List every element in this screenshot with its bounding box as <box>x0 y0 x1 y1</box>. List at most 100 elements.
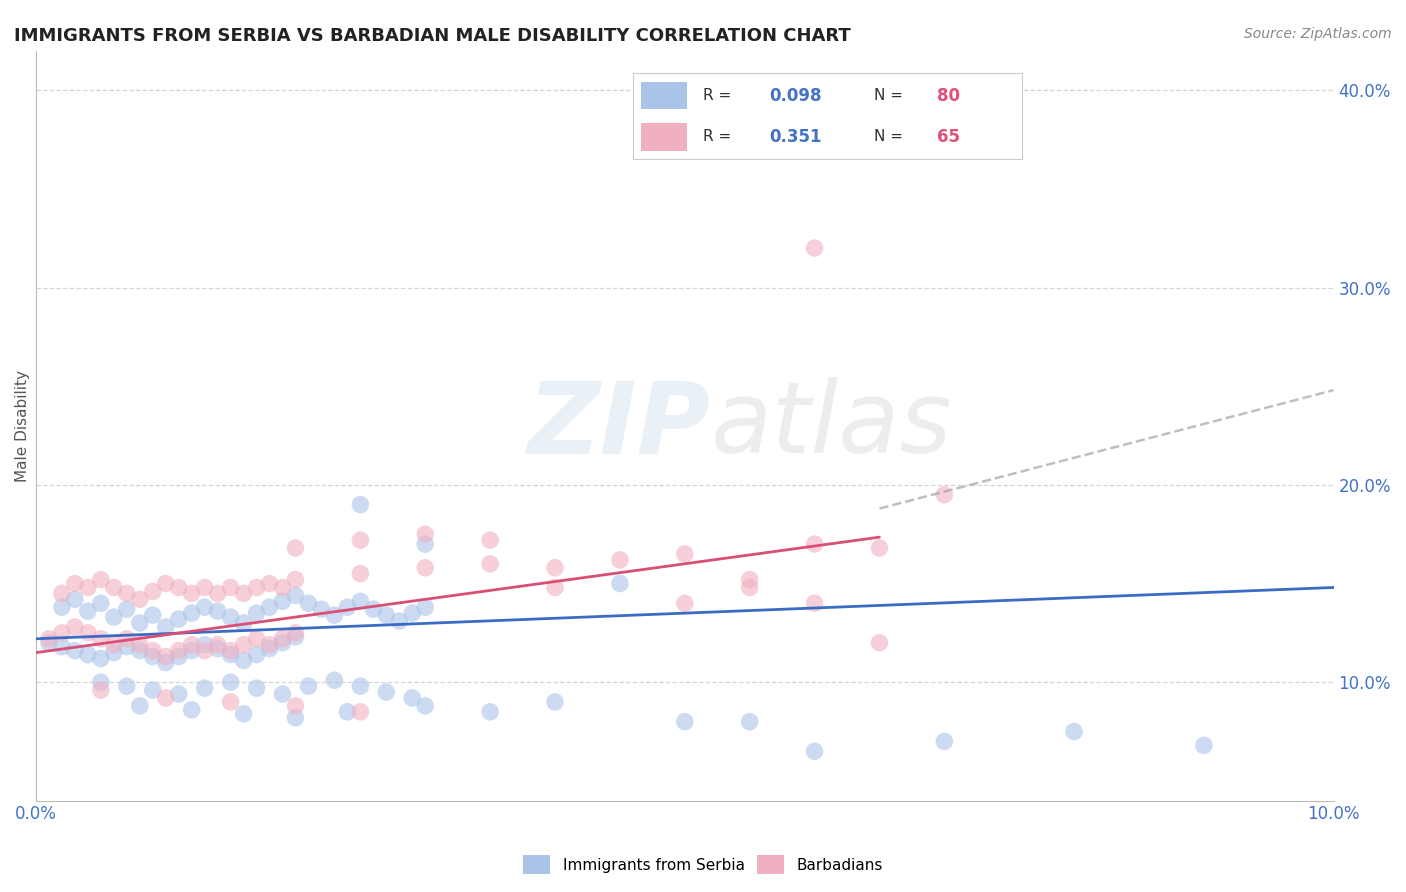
Point <box>363 602 385 616</box>
Point <box>413 527 436 541</box>
Point <box>349 533 371 548</box>
Point <box>259 576 281 591</box>
Point <box>194 600 217 615</box>
Point <box>259 600 281 615</box>
Point <box>155 691 177 706</box>
Point <box>90 675 112 690</box>
Point <box>103 646 125 660</box>
Point <box>115 586 138 600</box>
Point <box>63 592 86 607</box>
Point <box>479 533 502 548</box>
Point <box>167 643 190 657</box>
Point <box>284 541 307 555</box>
Point <box>375 685 398 699</box>
Point <box>375 608 398 623</box>
Point <box>51 586 73 600</box>
Point <box>245 606 267 620</box>
Point <box>245 632 267 646</box>
Point <box>90 596 112 610</box>
Text: IMMIGRANTS FROM SERBIA VS BARBADIAN MALE DISABILITY CORRELATION CHART: IMMIGRANTS FROM SERBIA VS BARBADIAN MALE… <box>14 27 851 45</box>
Legend: Immigrants from Serbia, Barbadians: Immigrants from Serbia, Barbadians <box>517 849 889 880</box>
Point <box>284 588 307 602</box>
Point <box>311 602 333 616</box>
Point <box>167 687 190 701</box>
Point <box>232 615 254 630</box>
Point <box>413 560 436 574</box>
Point <box>76 648 98 662</box>
Point <box>544 695 567 709</box>
Point <box>297 596 319 610</box>
Point <box>219 643 242 657</box>
Point <box>609 553 631 567</box>
Point <box>934 734 956 748</box>
Point <box>142 649 165 664</box>
Point <box>207 641 229 656</box>
Point <box>115 602 138 616</box>
Point <box>155 656 177 670</box>
Point <box>90 632 112 646</box>
Point <box>271 687 294 701</box>
Point <box>803 241 825 255</box>
Point <box>115 640 138 654</box>
Point <box>868 541 890 555</box>
Point <box>673 547 696 561</box>
Point <box>128 615 150 630</box>
Point <box>219 610 242 624</box>
Point <box>155 649 177 664</box>
Point <box>673 596 696 610</box>
Point <box>336 600 359 615</box>
Point <box>388 614 411 628</box>
Point <box>401 606 423 620</box>
Point <box>868 636 890 650</box>
Point <box>349 705 371 719</box>
Point <box>142 683 165 698</box>
Point <box>544 560 567 574</box>
Point <box>194 638 217 652</box>
Point <box>103 610 125 624</box>
Text: ZIP: ZIP <box>527 377 711 475</box>
Point <box>245 681 267 695</box>
Point <box>259 641 281 656</box>
Point <box>349 679 371 693</box>
Point <box>232 586 254 600</box>
Point <box>155 576 177 591</box>
Point <box>349 594 371 608</box>
Point <box>63 576 86 591</box>
Point <box>232 653 254 667</box>
Point <box>803 596 825 610</box>
Point <box>76 604 98 618</box>
Point <box>673 714 696 729</box>
Point <box>232 706 254 721</box>
Point <box>103 638 125 652</box>
Point <box>219 648 242 662</box>
Text: atlas: atlas <box>711 377 952 475</box>
Point <box>180 638 202 652</box>
Point <box>90 573 112 587</box>
Point <box>63 620 86 634</box>
Point <box>128 592 150 607</box>
Point <box>207 638 229 652</box>
Point <box>284 630 307 644</box>
Point <box>1063 724 1085 739</box>
Point <box>803 537 825 551</box>
Point <box>142 608 165 623</box>
Point <box>738 714 761 729</box>
Point <box>51 625 73 640</box>
Point <box>207 586 229 600</box>
Point <box>1192 739 1215 753</box>
Point <box>167 649 190 664</box>
Point <box>128 643 150 657</box>
Point <box>207 604 229 618</box>
Point <box>413 537 436 551</box>
Point <box>271 636 294 650</box>
Point <box>934 488 956 502</box>
Point <box>271 581 294 595</box>
Point <box>284 573 307 587</box>
Point <box>180 606 202 620</box>
Point <box>90 651 112 665</box>
Point <box>194 643 217 657</box>
Point <box>219 695 242 709</box>
Point <box>245 581 267 595</box>
Point <box>413 600 436 615</box>
Point <box>194 681 217 695</box>
